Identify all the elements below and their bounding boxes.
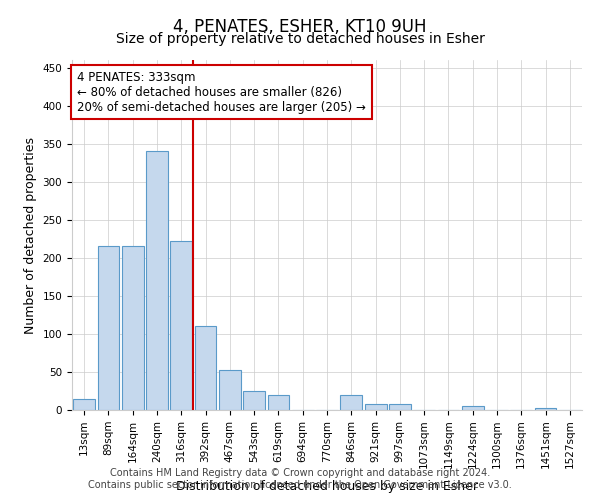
Bar xyxy=(219,370,241,410)
Bar xyxy=(340,395,362,410)
Bar xyxy=(73,398,95,410)
Bar xyxy=(194,326,217,410)
Bar xyxy=(268,395,289,410)
Bar xyxy=(462,406,484,410)
Text: 4, PENATES, ESHER, KT10 9UH: 4, PENATES, ESHER, KT10 9UH xyxy=(173,18,427,36)
Bar xyxy=(170,241,192,410)
Bar xyxy=(389,404,411,410)
Y-axis label: Number of detached properties: Number of detached properties xyxy=(24,136,37,334)
Bar xyxy=(122,246,143,410)
Bar xyxy=(365,404,386,410)
Bar xyxy=(97,246,119,410)
Text: Contains HM Land Registry data © Crown copyright and database right 2024.
Contai: Contains HM Land Registry data © Crown c… xyxy=(88,468,512,490)
Bar xyxy=(535,408,556,410)
Text: Size of property relative to detached houses in Esher: Size of property relative to detached ho… xyxy=(116,32,484,46)
Text: 4 PENATES: 333sqm
← 80% of detached houses are smaller (826)
20% of semi-detache: 4 PENATES: 333sqm ← 80% of detached hous… xyxy=(77,70,366,114)
X-axis label: Distribution of detached houses by size in Esher: Distribution of detached houses by size … xyxy=(176,480,478,492)
Bar xyxy=(146,152,168,410)
Bar xyxy=(243,391,265,410)
